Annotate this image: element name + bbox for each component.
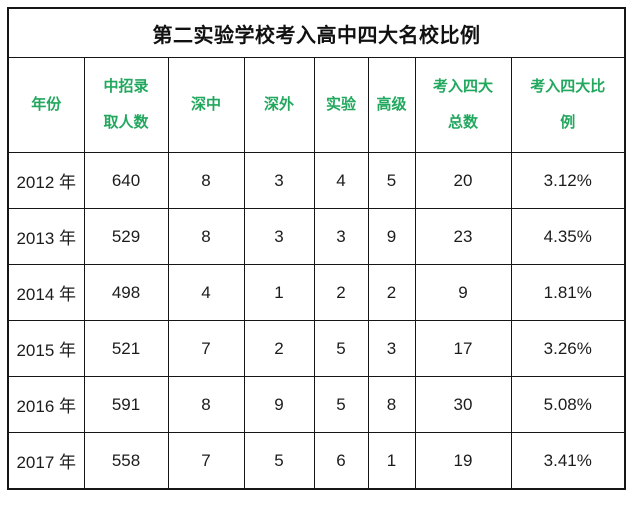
cell-shiyan: 3 bbox=[313, 208, 369, 265]
column-header-enrolled: 中招录 取人数 bbox=[83, 57, 169, 153]
column-header-shenwai: 深外 bbox=[243, 57, 315, 153]
cell-ratio: 3.26% bbox=[510, 320, 626, 377]
cell-shenwai: 3 bbox=[243, 152, 315, 209]
cell-enrolled: 529 bbox=[83, 208, 169, 265]
title-row: 第二实验学校考入高中四大名校比例 bbox=[7, 7, 626, 58]
column-header-gaoji: 高级 bbox=[367, 57, 416, 153]
cell-year: 2012 年 bbox=[7, 152, 85, 209]
cell-gaoji: 5 bbox=[367, 152, 416, 209]
cell-year: 2015 年 bbox=[7, 320, 85, 377]
admission-table: 第二实验学校考入高中四大名校比例 年份 中招录 取人数 深中 深外 实验 高级 … bbox=[7, 7, 626, 490]
table-row: 2013 年 529 8 3 3 9 23 4.35% bbox=[7, 208, 626, 265]
cell-ratio: 3.41% bbox=[510, 432, 626, 490]
cell-enrolled: 591 bbox=[83, 376, 169, 433]
cell-total: 23 bbox=[414, 208, 512, 265]
cell-year: 2014 年 bbox=[7, 264, 85, 321]
cell-shenwai: 5 bbox=[243, 432, 315, 490]
cell-shenzhong: 8 bbox=[167, 152, 245, 209]
cell-ratio: 1.81% bbox=[510, 264, 626, 321]
header-row: 年份 中招录 取人数 深中 深外 实验 高级 考入四大 总数 考入四大比 例 bbox=[7, 57, 626, 153]
cell-total: 17 bbox=[414, 320, 512, 377]
cell-year: 2013 年 bbox=[7, 208, 85, 265]
table-title: 第二实验学校考入高中四大名校比例 bbox=[7, 7, 626, 58]
cell-total: 20 bbox=[414, 152, 512, 209]
cell-shenwai: 3 bbox=[243, 208, 315, 265]
cell-ratio: 4.35% bbox=[510, 208, 626, 265]
cell-ratio: 3.12% bbox=[510, 152, 626, 209]
cell-gaoji: 3 bbox=[367, 320, 416, 377]
cell-gaoji: 1 bbox=[367, 432, 416, 490]
cell-year: 2016 年 bbox=[7, 376, 85, 433]
cell-enrolled: 558 bbox=[83, 432, 169, 490]
cell-shenzhong: 8 bbox=[167, 208, 245, 265]
cell-shenzhong: 7 bbox=[167, 432, 245, 490]
column-header-shenzhong: 深中 bbox=[167, 57, 245, 153]
cell-shenzhong: 7 bbox=[167, 320, 245, 377]
cell-shiyan: 6 bbox=[313, 432, 369, 490]
column-header-shiyan: 实验 bbox=[313, 57, 369, 153]
cell-total: 30 bbox=[414, 376, 512, 433]
table-row: 2017 年 558 7 5 6 1 19 3.41% bbox=[7, 432, 626, 490]
cell-gaoji: 8 bbox=[367, 376, 416, 433]
cell-shiyan: 2 bbox=[313, 264, 369, 321]
cell-year: 2017 年 bbox=[7, 432, 85, 490]
cell-gaoji: 9 bbox=[367, 208, 416, 265]
cell-gaoji: 2 bbox=[367, 264, 416, 321]
cell-shenzhong: 4 bbox=[167, 264, 245, 321]
column-header-ratio: 考入四大比 例 bbox=[510, 57, 626, 153]
table-row: 2014 年 498 4 1 2 2 9 1.81% bbox=[7, 264, 626, 321]
table-row: 2012 年 640 8 3 4 5 20 3.12% bbox=[7, 152, 626, 209]
cell-enrolled: 521 bbox=[83, 320, 169, 377]
cell-enrolled: 498 bbox=[83, 264, 169, 321]
cell-shenwai: 9 bbox=[243, 376, 315, 433]
cell-shiyan: 5 bbox=[313, 376, 369, 433]
table-row: 2016 年 591 8 9 5 8 30 5.08% bbox=[7, 376, 626, 433]
cell-shiyan: 4 bbox=[313, 152, 369, 209]
table-row: 2015 年 521 7 2 5 3 17 3.26% bbox=[7, 320, 626, 377]
cell-total: 19 bbox=[414, 432, 512, 490]
column-header-total: 考入四大 总数 bbox=[414, 57, 512, 153]
cell-total: 9 bbox=[414, 264, 512, 321]
column-header-year: 年份 bbox=[7, 57, 85, 153]
cell-enrolled: 640 bbox=[83, 152, 169, 209]
cell-shenwai: 1 bbox=[243, 264, 315, 321]
cell-ratio: 5.08% bbox=[510, 376, 626, 433]
cell-shenwai: 2 bbox=[243, 320, 315, 377]
cell-shiyan: 5 bbox=[313, 320, 369, 377]
cell-shenzhong: 8 bbox=[167, 376, 245, 433]
